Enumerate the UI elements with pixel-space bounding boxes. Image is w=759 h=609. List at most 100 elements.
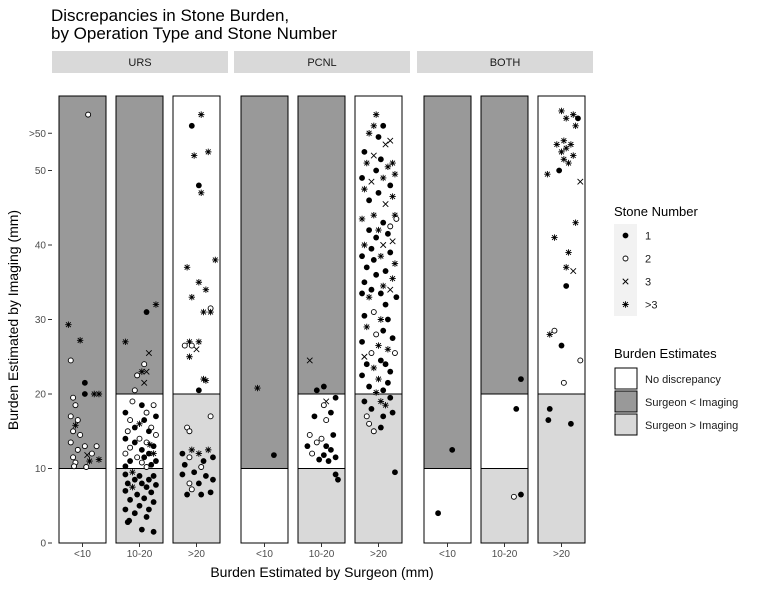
y-tick-label: 50 <box>35 166 47 177</box>
point-stone-1 <box>200 458 207 464</box>
legend-label: No discrepancy <box>645 374 721 386</box>
point-stone-1 <box>377 290 384 297</box>
point-stone-gt3 <box>122 338 129 346</box>
point-stone-1 <box>332 454 339 461</box>
point-stone-2 <box>67 413 74 420</box>
point-stone-gt3 <box>365 130 373 137</box>
point-stone-gt3 <box>384 346 392 353</box>
point-stone-2 <box>77 432 84 438</box>
legend-swatch <box>614 413 638 436</box>
burden-band <box>240 468 289 544</box>
burden-band <box>115 95 164 395</box>
point-stone-2 <box>85 111 92 118</box>
point-stone-1 <box>392 469 398 476</box>
point-stone-3 <box>368 178 375 185</box>
point-stone-gt3 <box>136 420 143 427</box>
point-stone-1 <box>122 409 129 416</box>
y-tick-label: 40 <box>35 241 47 252</box>
point-stone-1 <box>546 406 553 412</box>
point-stone-1 <box>518 491 524 498</box>
point-stone-1 <box>361 312 368 319</box>
point-stone-1 <box>373 271 380 278</box>
point-stone-2 <box>71 463 77 470</box>
point-stone-gt3 <box>195 338 203 346</box>
y-axis-title: Burden Estimated by Imaging (mm) <box>5 210 21 430</box>
point-stone-3 <box>141 379 148 386</box>
point-stone-1 <box>387 394 394 401</box>
legend-swatch <box>614 390 638 413</box>
burden-band <box>480 95 529 395</box>
point-stone-1 <box>366 383 372 390</box>
legend-key-asterisk <box>622 301 629 308</box>
point-stone-gt3 <box>254 384 261 392</box>
point-stone-1 <box>380 219 387 226</box>
burden-legend-title: Burden Estimates <box>614 346 717 361</box>
point-stone-gt3 <box>195 279 203 286</box>
point-stone-1 <box>366 197 372 204</box>
point-stone-2 <box>392 350 398 356</box>
point-stone-1 <box>368 245 375 252</box>
point-stone-1 <box>361 148 368 155</box>
point-stone-1 <box>179 471 186 478</box>
point-stone-gt3 <box>190 152 198 159</box>
point-stone-1 <box>387 249 394 256</box>
x-tick-label: <10 <box>256 549 273 560</box>
point-stone-gt3 <box>565 159 572 167</box>
point-stone-gt3 <box>205 148 212 156</box>
point-stone-gt3 <box>186 353 193 360</box>
point-stone-1 <box>134 491 141 498</box>
point-stone-1 <box>81 379 88 386</box>
x-tick-label: >20 <box>370 549 387 560</box>
point-stone-gt3 <box>375 375 382 383</box>
point-stone-gt3 <box>563 144 570 152</box>
point-stone-3 <box>84 452 91 459</box>
point-stone-gt3 <box>152 301 160 308</box>
burden-band <box>480 468 529 544</box>
point-stone-3 <box>577 178 584 185</box>
point-stone-gt3 <box>370 212 377 219</box>
point-stone-1 <box>316 456 323 463</box>
y-tick-label: 30 <box>35 315 47 326</box>
point-stone-1 <box>143 514 150 520</box>
point-stone-1 <box>387 182 394 189</box>
point-stone-3 <box>389 238 396 245</box>
point-stone-1 <box>563 283 570 289</box>
point-stone-gt3 <box>188 293 195 301</box>
point-stone-2 <box>186 454 193 461</box>
legend-label: 2 <box>645 254 651 266</box>
point-stone-1 <box>380 122 387 129</box>
point-stone-gt3 <box>558 107 565 115</box>
point-stone-1 <box>368 286 375 293</box>
point-stone-1 <box>131 476 138 483</box>
point-stone-gt3 <box>370 122 377 129</box>
point-stone-1 <box>368 406 375 412</box>
point-stone-2 <box>309 450 316 457</box>
point-stone-2 <box>70 394 77 401</box>
point-stone-1 <box>359 338 365 345</box>
point-stone-1 <box>385 316 391 323</box>
point-stone-1 <box>146 476 152 483</box>
legend-swatch <box>614 367 638 390</box>
burden-band <box>423 95 472 469</box>
point-stone-2 <box>70 428 77 435</box>
point-stone-2 <box>198 464 205 470</box>
point-stone-2 <box>393 215 400 222</box>
point-stone-1 <box>143 309 150 315</box>
point-stone-1 <box>195 387 202 394</box>
point-stone-1 <box>359 175 365 181</box>
y-tick-label: >50 <box>29 129 46 140</box>
point-stone-gt3 <box>563 264 570 271</box>
point-stone-2 <box>74 417 81 424</box>
point-stone-gt3 <box>389 159 396 167</box>
point-stone-2 <box>181 342 188 349</box>
point-stone-gt3 <box>384 163 392 170</box>
stone-number-legend: Stone Number 1 2 3 >3 <box>614 204 698 316</box>
point-stone-1 <box>328 409 334 416</box>
burden-band <box>480 393 529 469</box>
point-stone-2 <box>373 331 380 338</box>
point-stone-1 <box>122 487 129 494</box>
point-stone-gt3 <box>207 308 214 316</box>
point-stone-2 <box>134 454 141 461</box>
stone-legend-title: Stone Number <box>614 204 698 219</box>
